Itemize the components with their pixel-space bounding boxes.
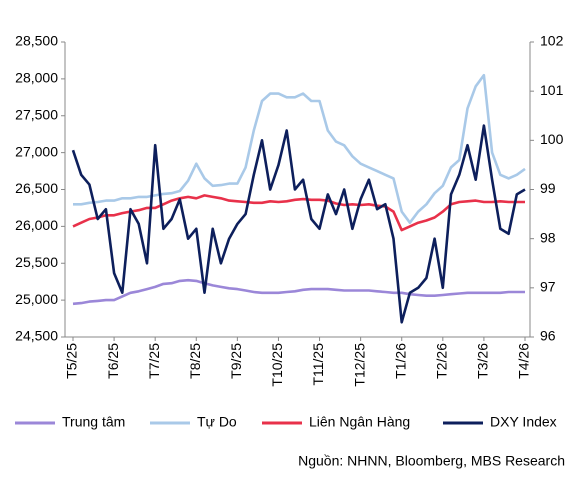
y-tick-label: 27,000 (15, 143, 58, 159)
series-line (72, 194, 525, 232)
series-line (73, 73, 526, 224)
y2-tick-label: 96 (540, 328, 556, 344)
x-tick-label: T6/25 (105, 343, 121, 379)
legend-label: Liên Ngân Hàng (309, 414, 410, 430)
x-tick-label: T4/26 (516, 343, 532, 379)
y-tick-label: 27,500 (15, 106, 58, 122)
x-tick-label: T10/25 (269, 343, 285, 387)
y2-tick-label: 100 (540, 131, 564, 147)
series-line (71, 124, 526, 324)
y2-tick-label: 97 (540, 279, 556, 295)
y-tick-label: 25,000 (15, 291, 58, 307)
x-tick-label: T2/26 (434, 343, 450, 379)
x-tick-label: T5/25 (64, 343, 80, 379)
y-tick-label: 26,500 (15, 180, 58, 196)
x-tick-label: T8/25 (187, 343, 203, 379)
series-line (72, 278, 525, 306)
x-tick-label: T11/25 (310, 343, 326, 386)
x-tick-label: T7/25 (146, 343, 162, 379)
y2-tick-label: 99 (540, 180, 556, 196)
y2-tick-label: 102 (540, 33, 564, 49)
y-tick-label: 26,000 (15, 217, 58, 233)
x-tick-label: T9/25 (228, 343, 244, 379)
legend-label: Trung tâm (62, 414, 125, 430)
y2-tick-label: 101 (540, 82, 564, 98)
legend-label: Tự Do (197, 414, 237, 430)
y2-tick-label: 98 (540, 229, 556, 245)
x-tick-label: T3/26 (475, 343, 491, 379)
source-note: Nguồn: NHNN, Bloomberg, MBS Research (298, 453, 565, 469)
y-tick-label: 25,500 (15, 254, 58, 270)
y-tick-label: 28,000 (15, 70, 58, 86)
x-tick-label: T12/25 (351, 343, 367, 387)
y-tick-label: 28,500 (15, 33, 58, 49)
legend-label: DXY Index (490, 414, 557, 430)
y-tick-label: 24,500 (15, 328, 58, 344)
x-tick-label: T1/26 (392, 343, 408, 379)
